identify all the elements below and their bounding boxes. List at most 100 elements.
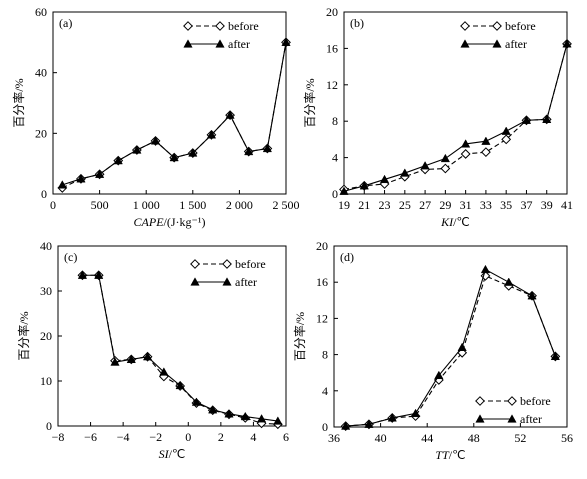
y-tick-label: 20 xyxy=(316,239,328,253)
x-tick-label: 29 xyxy=(439,198,451,212)
data-point-after xyxy=(341,421,351,430)
y-tick-label: 16 xyxy=(326,41,338,55)
x-tick-label: −6 xyxy=(84,430,97,444)
x-tick-label: −4 xyxy=(117,430,130,444)
x-axis-unit: /℃ xyxy=(169,447,186,461)
data-point-after xyxy=(379,174,390,184)
data-point-after xyxy=(188,148,198,157)
data-point-after xyxy=(225,110,235,119)
data-point-after xyxy=(159,367,169,376)
y-axis-label: 百分率/% xyxy=(11,78,26,127)
x-axis-variable: SI xyxy=(159,447,170,461)
data-point-after xyxy=(169,152,179,162)
data-point-after xyxy=(191,397,202,406)
data-point-after xyxy=(562,39,572,48)
data-point-after xyxy=(240,411,250,421)
x-tick-label: 35 xyxy=(500,198,512,212)
data-point-after xyxy=(420,161,430,170)
data-point-after xyxy=(461,139,471,148)
x-tick-label: −8 xyxy=(52,430,65,444)
y-axis-label: 百分率/% xyxy=(292,312,307,361)
panel-label: (c) xyxy=(64,250,77,264)
data-point-after xyxy=(410,408,421,418)
data-point-after xyxy=(480,264,491,274)
x-axis-label: TT/℃ xyxy=(435,448,465,462)
series-line-after xyxy=(82,274,278,422)
data-point-after xyxy=(364,419,374,428)
series-after xyxy=(77,270,283,425)
data-point-after xyxy=(57,180,67,189)
series-line-after xyxy=(345,268,556,427)
y-tick-label: 12 xyxy=(326,78,338,92)
data-point-after xyxy=(150,136,161,145)
x-axis-unit: /℃ xyxy=(453,215,470,229)
x-tick-label: 1 000 xyxy=(133,198,160,212)
legend-before-marker xyxy=(475,396,485,406)
data-point-after xyxy=(76,174,86,183)
x-tick-label: 31 xyxy=(460,198,472,212)
x-tick-label: 500 xyxy=(91,198,109,212)
data-point-before xyxy=(501,134,512,145)
data-point-after xyxy=(339,186,349,195)
x-tick-label: 56 xyxy=(561,431,573,445)
y-tick-label: 12 xyxy=(316,311,328,325)
x-axis-variable: KI xyxy=(440,215,454,229)
legend-after-marker xyxy=(492,39,502,48)
series-after xyxy=(341,264,560,430)
y-tick-label: 16 xyxy=(316,275,328,289)
series-before xyxy=(57,37,291,193)
legend-after-label: after xyxy=(228,37,250,51)
x-tick-label: 36 xyxy=(328,431,340,445)
plot-frame xyxy=(57,245,287,427)
data-point-after xyxy=(504,277,514,286)
data-point-after xyxy=(175,380,185,390)
y-tick-label: 8 xyxy=(322,348,328,362)
series-after xyxy=(57,37,291,189)
data-point-after xyxy=(113,155,123,165)
x-tick-label: 6 xyxy=(283,430,289,444)
data-point-after xyxy=(110,357,120,366)
plot-frame xyxy=(343,11,568,195)
y-axis-label: 百分率/% xyxy=(16,311,31,360)
data-point-after xyxy=(142,351,153,361)
legend-after-label: after xyxy=(520,412,542,426)
y-tick-label: 40 xyxy=(40,239,52,253)
panel-label: (d) xyxy=(340,250,354,264)
legend: before after xyxy=(183,19,259,51)
data-point-after xyxy=(542,114,552,123)
x-axis-label: CAPE/(J·kg⁻¹) xyxy=(134,215,206,229)
data-point-after xyxy=(126,354,136,364)
x-tick-label: 40 xyxy=(375,431,387,445)
legend: before after xyxy=(475,394,551,426)
data-point-after xyxy=(481,136,491,145)
y-tick-label: 40 xyxy=(35,66,47,80)
data-point-after xyxy=(208,405,218,414)
x-tick-label: 1 500 xyxy=(179,198,206,212)
panel-label: (a) xyxy=(59,16,72,30)
y-tick-label: 10 xyxy=(40,374,52,388)
series-line-after xyxy=(62,42,287,186)
y-tick-label: 4 xyxy=(332,151,338,165)
legend-before-label: before xyxy=(520,394,551,408)
series-line-before xyxy=(82,274,278,425)
x-tick-label: 19 xyxy=(338,198,350,212)
data-point-after xyxy=(501,126,511,135)
legend-after-label: after xyxy=(505,37,527,51)
data-point-after xyxy=(527,291,537,300)
x-tick-label: 23 xyxy=(379,198,391,212)
data-point-after xyxy=(550,351,560,361)
x-tick-label: 41 xyxy=(561,198,573,212)
y-tick-label: 0 xyxy=(322,420,328,434)
data-point-after xyxy=(224,409,234,418)
legend-before-marker xyxy=(222,259,232,269)
x-axis-label: SI/℃ xyxy=(159,447,186,461)
x-axis-unit: /℃ xyxy=(449,448,466,462)
data-point-after xyxy=(387,413,397,422)
legend-before-marker xyxy=(190,259,200,269)
legend-before-marker xyxy=(183,21,193,31)
x-tick-label: 48 xyxy=(468,431,480,445)
data-point-after xyxy=(521,115,532,124)
x-tick-label: 4 xyxy=(250,430,256,444)
chart-panel-3: −8 −6 −4 −2 0 2 4 6 0 10 20 30 40 (c) SI/℃ 百分率/% before a… xyxy=(16,239,289,461)
